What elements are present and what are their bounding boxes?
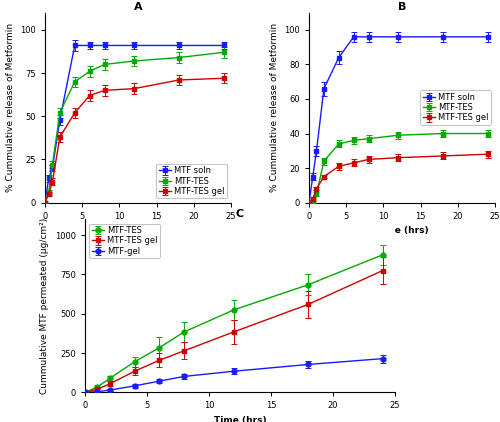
Title: C: C	[236, 208, 244, 219]
Y-axis label: % Cummulative release of Metformin: % Cummulative release of Metformin	[6, 23, 15, 192]
Legend: MTF soln, MTF-TES, MTF-TES gel: MTF soln, MTF-TES, MTF-TES gel	[420, 90, 491, 125]
Y-axis label: Cummulative MTF permeated (μg/cm²): Cummulative MTF permeated (μg/cm²)	[40, 218, 50, 394]
X-axis label: Time (hrs): Time (hrs)	[214, 416, 266, 422]
Legend: MTF-TES, MTF-TES gel, MTF-gel: MTF-TES, MTF-TES gel, MTF-gel	[89, 224, 160, 258]
X-axis label: Time (hrs): Time (hrs)	[112, 226, 164, 235]
Y-axis label: % Cummulative release of Metformin: % Cummulative release of Metformin	[270, 23, 278, 192]
Title: B: B	[398, 2, 406, 12]
Title: A: A	[134, 2, 142, 12]
Legend: MTF soln, MTF-TES, MTF-TES gel: MTF soln, MTF-TES, MTF-TES gel	[156, 164, 227, 198]
X-axis label: Time (hrs): Time (hrs)	[376, 226, 428, 235]
